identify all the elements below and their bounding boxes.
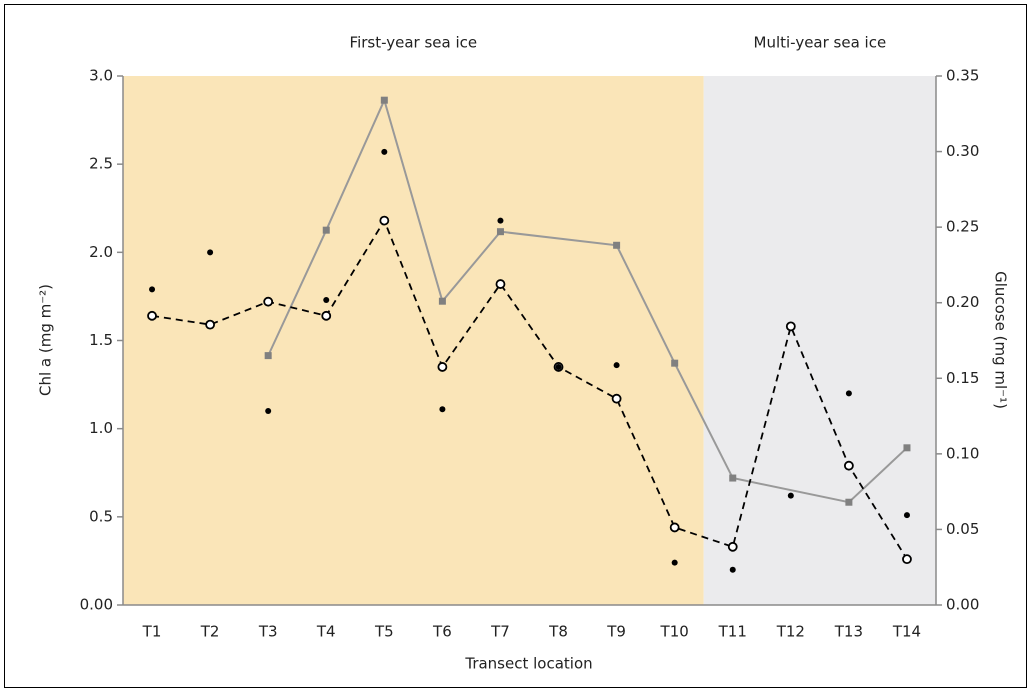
y2-tick-label: 0.05 xyxy=(946,520,979,538)
dot-marker xyxy=(265,408,272,415)
series-line xyxy=(151,218,908,560)
dot-marker xyxy=(729,566,736,573)
dot-marker xyxy=(845,390,852,397)
circle-marker xyxy=(669,522,680,533)
dot-marker xyxy=(323,296,330,303)
y-tick-label: 1.0 xyxy=(89,419,113,437)
dot-marker xyxy=(671,559,678,566)
x-tick-label: T5 xyxy=(374,623,394,641)
y2-tick-label: 0.20 xyxy=(946,293,979,311)
circle-marker xyxy=(321,310,332,321)
y-tick-label: 2.5 xyxy=(89,155,113,173)
circle-marker xyxy=(263,296,274,307)
region xyxy=(123,76,704,605)
y-tick-label: 0.5 xyxy=(89,507,113,525)
circle-marker xyxy=(785,321,796,332)
circle-marker xyxy=(379,215,390,226)
square-marker xyxy=(671,359,679,367)
y2-tick-label: 0.30 xyxy=(946,142,979,160)
x-tick-label: T7 xyxy=(490,623,510,641)
y-tick-label: 0.00 xyxy=(80,596,113,614)
circle-marker xyxy=(843,460,854,471)
y2-tick-label: 0.35 xyxy=(946,67,979,85)
dot-marker xyxy=(787,492,794,499)
y2-tick-label: 0.25 xyxy=(946,218,979,236)
x-tick-label: T3 xyxy=(258,623,278,641)
x-tick-label: T11 xyxy=(718,623,747,641)
x-tick-label: T1 xyxy=(142,623,162,641)
dot-marker xyxy=(207,249,214,256)
y-tick-label: 1.5 xyxy=(89,331,113,349)
y2-tick-label: 0.10 xyxy=(946,444,979,462)
y2-axis-label: Glucose (mg ml⁻¹) xyxy=(992,271,1010,409)
dot-marker xyxy=(555,363,562,370)
x-tick-label: T4 xyxy=(316,623,336,641)
dot-marker xyxy=(439,406,446,413)
x-tick-label: T12 xyxy=(776,623,805,641)
square-marker xyxy=(322,226,330,234)
region-label: First-year sea ice xyxy=(350,34,478,52)
circle-marker xyxy=(147,310,157,321)
x-tick-label: T8 xyxy=(548,623,568,641)
y2-tick-label: 0.00 xyxy=(946,596,979,614)
region-label: Multi-year sea ice xyxy=(754,34,887,52)
square-marker xyxy=(264,352,272,360)
square-marker xyxy=(729,474,737,482)
y-tick-label: 2.0 xyxy=(89,243,113,261)
region xyxy=(703,76,936,605)
dot-marker xyxy=(497,217,504,224)
x-tick-label: T2 xyxy=(200,623,220,641)
circle-marker xyxy=(611,393,622,404)
y-axis-label: Chl a (mg m⁻²) xyxy=(37,284,55,396)
x-axis-label: Transect location xyxy=(464,655,592,673)
dot-marker xyxy=(381,148,388,155)
series-line xyxy=(267,97,908,504)
square-marker xyxy=(380,96,388,104)
square-marker xyxy=(845,498,853,506)
y2-tick-label: 0.15 xyxy=(946,369,979,387)
dot-marker xyxy=(613,362,620,369)
dot-marker xyxy=(903,512,910,519)
circle-marker xyxy=(727,541,738,552)
x-tick-label: T14 xyxy=(892,623,921,641)
x-tick-label: T13 xyxy=(834,623,863,641)
x-tick-label: T6 xyxy=(432,623,452,641)
x-tick-label: T10 xyxy=(660,623,689,641)
square-marker xyxy=(613,241,621,249)
circle-marker xyxy=(495,279,506,289)
square-marker xyxy=(496,228,504,236)
y-tick-label: 3.0 xyxy=(89,67,113,85)
frame xyxy=(4,4,1027,688)
dot-marker xyxy=(149,286,156,293)
circle-marker xyxy=(205,319,216,330)
x-tick-label: T9 xyxy=(606,623,626,641)
circle-marker xyxy=(437,362,448,372)
square-marker xyxy=(438,297,446,305)
square-marker xyxy=(903,444,911,452)
circle-marker xyxy=(902,554,912,565)
